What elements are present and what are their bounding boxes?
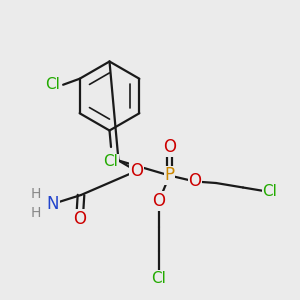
Text: N: N <box>46 195 59 213</box>
Text: O: O <box>73 210 86 228</box>
Text: P: P <box>164 167 175 184</box>
Text: H: H <box>31 206 41 220</box>
Text: Cl: Cl <box>152 271 166 286</box>
Text: O: O <box>163 138 176 156</box>
Text: Cl: Cl <box>45 77 60 92</box>
Text: H: H <box>31 187 41 200</box>
Text: O: O <box>130 162 143 180</box>
Text: Cl: Cl <box>103 154 118 169</box>
Text: O: O <box>188 172 202 190</box>
Text: O: O <box>152 192 166 210</box>
Text: Cl: Cl <box>262 184 278 200</box>
